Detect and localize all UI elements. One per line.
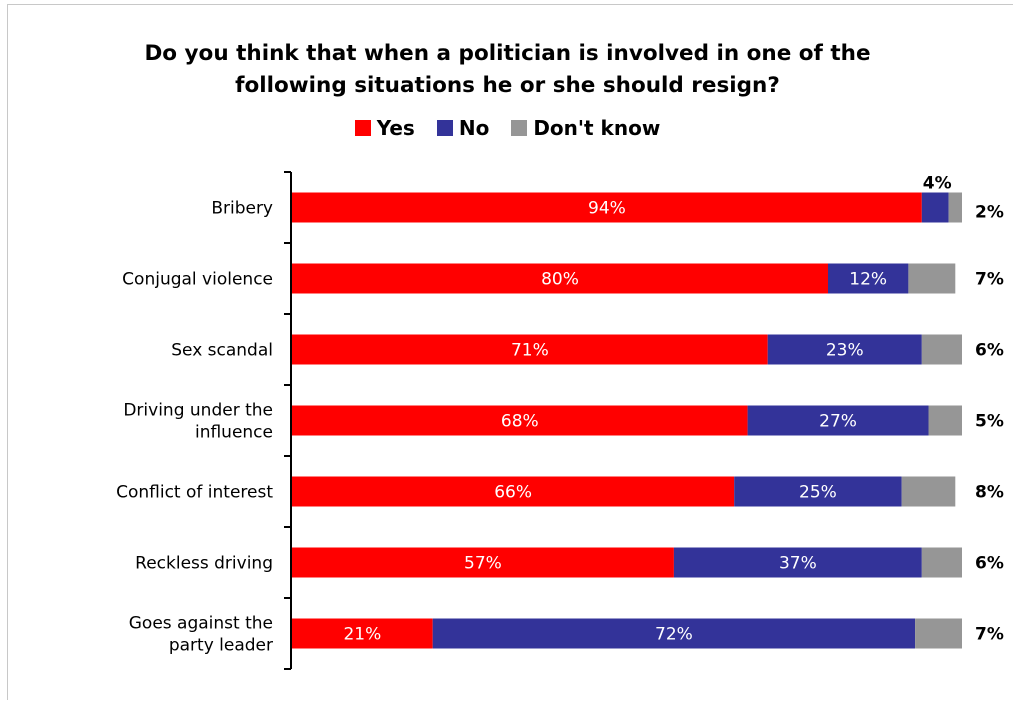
bar-segment-no [734,476,902,507]
category-label: Goes against the [129,614,273,634]
data-label: 6% [975,341,1004,361]
data-label: 7% [975,270,1004,290]
category-label: party leader [169,636,273,656]
bar-segment-no [432,618,916,649]
data-label: 68% [501,412,539,432]
category-label: Driving under the [123,401,273,421]
bar-segment-no [921,192,949,223]
chart-title-line-2: following situations he or she should re… [235,73,780,98]
legend-item-dont-know: Don't know [511,116,660,140]
data-label: 7% [975,625,1004,645]
legend-item-no: No [436,116,490,140]
data-label: 71% [511,341,549,361]
category-label: Sex scandal [171,341,273,361]
data-label: 66% [494,483,532,503]
category-label: Reckless driving [135,554,273,574]
bar-segment-yes [292,263,828,294]
legend-label-yes: Yes [376,116,415,140]
bar-segment-don-t-know [901,476,956,507]
legend-item-yes: Yes [354,116,415,140]
chart-frame [7,4,1013,700]
chart-legend: Yes No Don't know [0,116,1015,140]
bar-segment-yes [292,476,735,507]
legend-swatch-dont-know [511,120,528,136]
data-label: 80% [541,270,579,290]
data-label: 8% [975,483,1004,503]
category-label: Conjugal violence [122,270,273,290]
category-label: influence [195,423,273,443]
bar-segment-yes [292,547,674,578]
data-label: 37% [779,554,817,574]
data-label: 2% [975,203,1004,223]
legend-swatch-yes [354,120,371,136]
bar-segment-don-t-know [928,405,962,436]
bar-segment-yes [292,334,768,365]
chart-title: Do you think that when a politician is i… [0,38,1015,102]
bar-segment-don-t-know [921,547,962,578]
bar-segment-no [747,405,929,436]
bar-segment-don-t-know [948,192,962,223]
bar-segment-no [673,547,922,578]
legend-label-no: No [458,116,490,140]
data-label: 5% [975,412,1004,432]
category-label: Bribery [211,199,273,219]
bar-segment-yes [292,618,433,649]
data-label: 27% [819,412,857,432]
data-label: 57% [464,554,502,574]
chart-title-line-1: Do you think that when a politician is i… [144,41,871,66]
data-label: 12% [849,270,887,290]
data-label: 21% [343,625,381,645]
data-label: 25% [799,483,837,503]
bar-segment-don-t-know [908,263,956,294]
bar-segment-don-t-know [921,334,962,365]
category-label: Conflict of interest [116,483,273,503]
bar-segment-no [767,334,922,365]
data-label: 6% [975,554,1004,574]
data-label: 72% [655,625,693,645]
legend-label-dont-know: Don't know [533,116,661,140]
data-label: 4% [923,174,952,194]
bar-segment-don-t-know [915,618,962,649]
legend-swatch-no [436,120,453,136]
data-label: 23% [826,341,864,361]
bar-segment-no [828,263,909,294]
bar-segment-yes [292,405,748,436]
data-label: 94% [588,199,626,219]
bar-segment-yes [292,192,922,223]
